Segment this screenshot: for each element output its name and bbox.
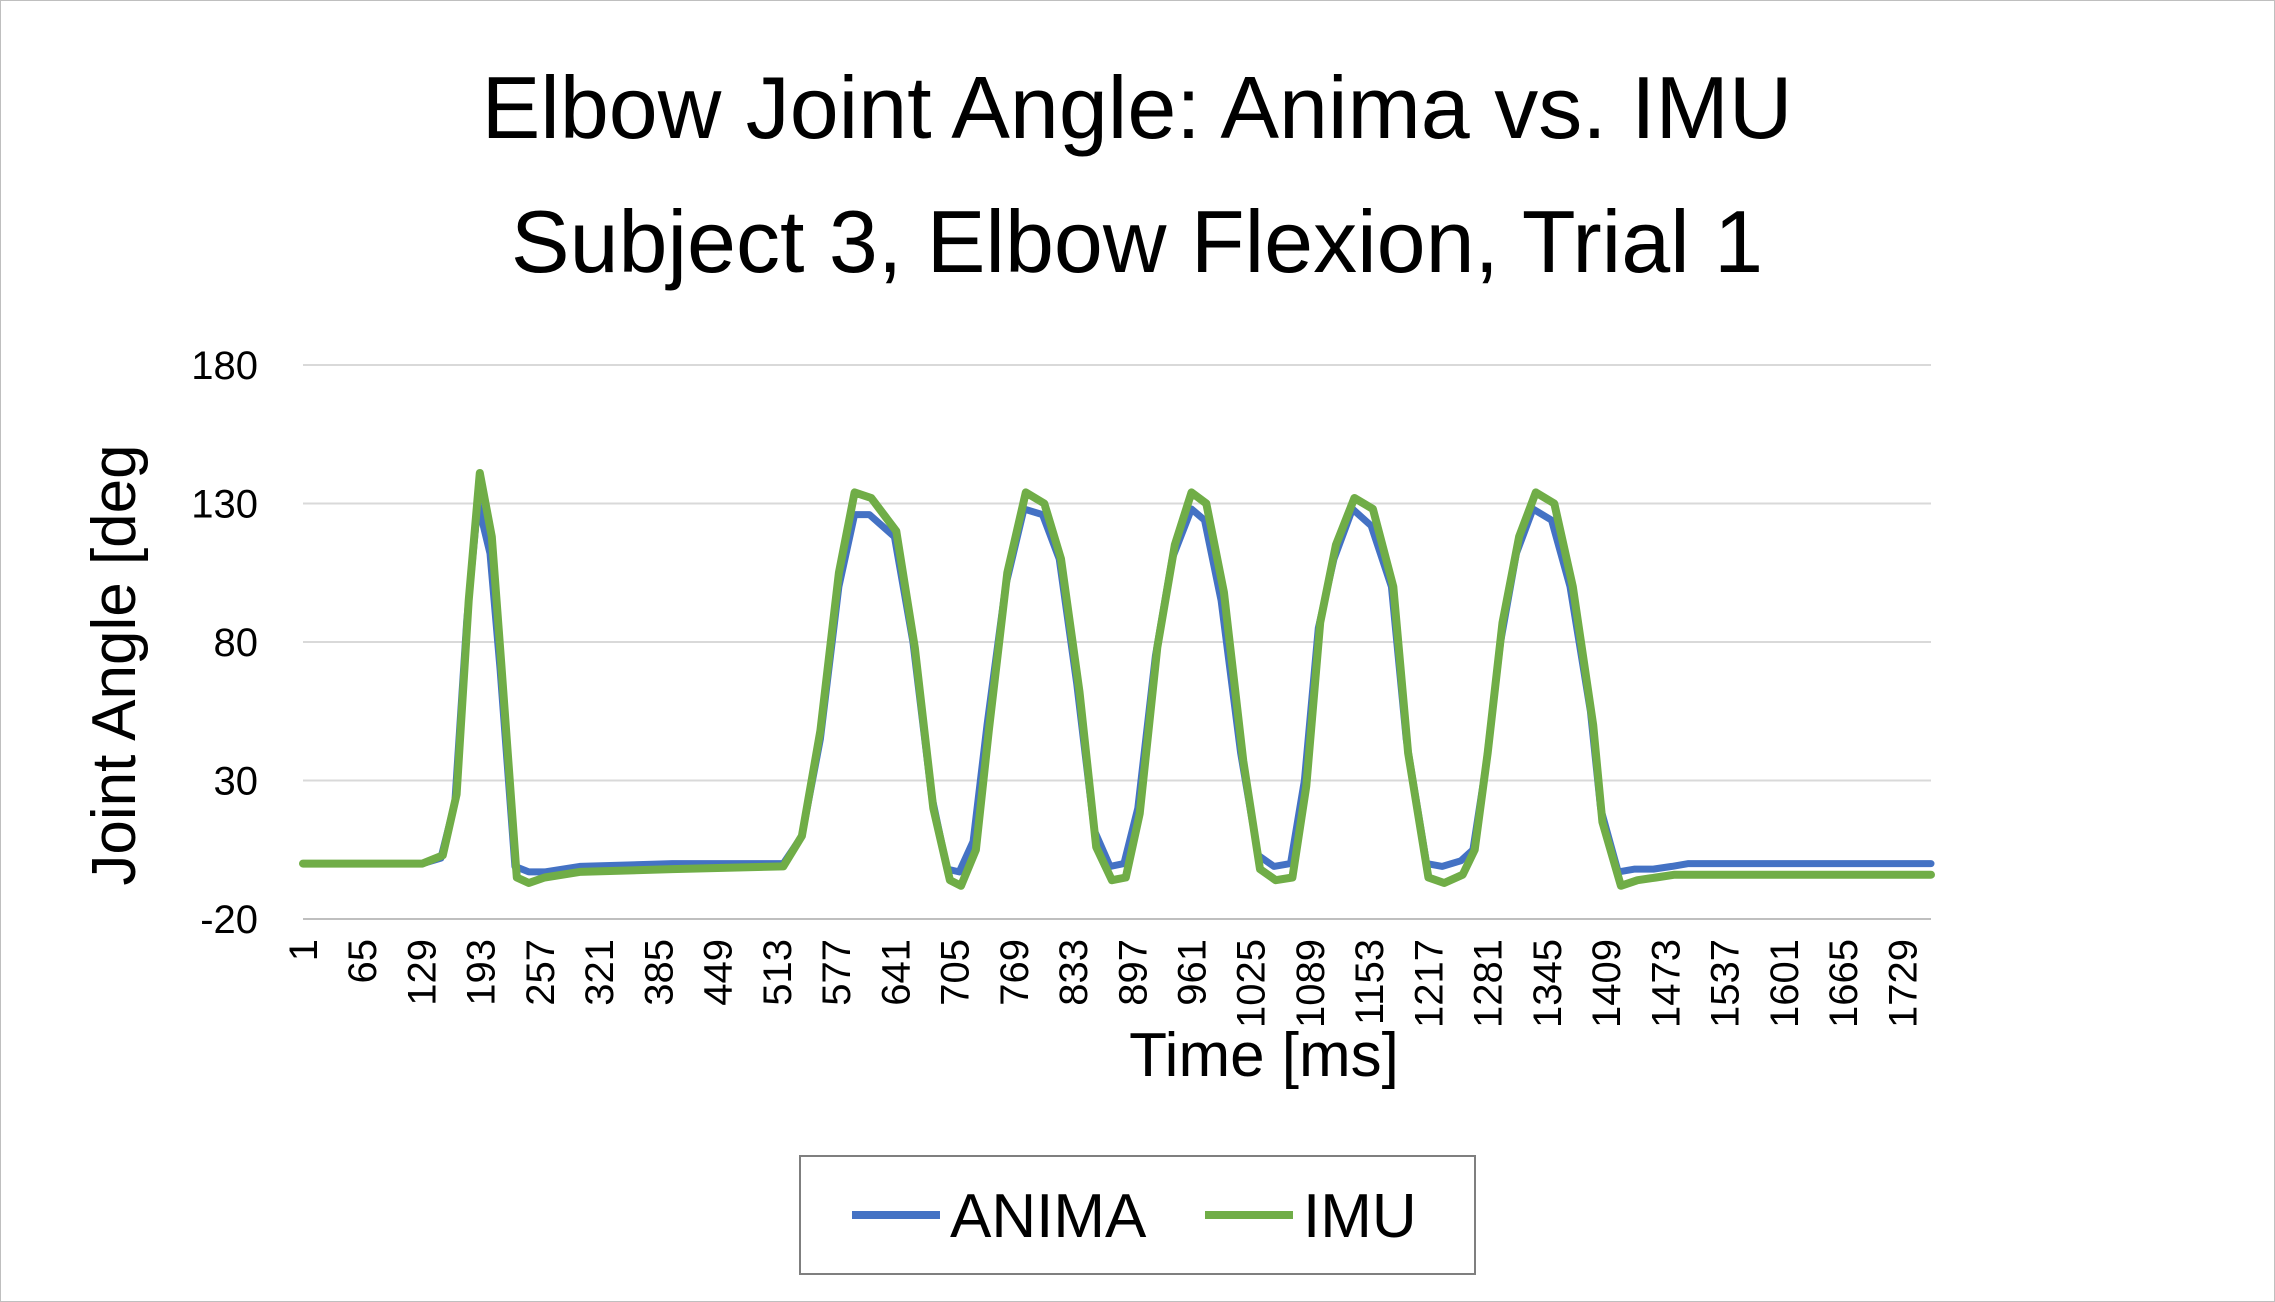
x-tick-label: 193 — [460, 939, 504, 1006]
x-axis-label: Time [ms] — [1129, 1021, 1399, 1090]
x-tick-label: 1537 — [1704, 939, 1748, 1028]
x-tick-label: 129 — [400, 939, 444, 1006]
x-tick-label: 1217 — [1407, 939, 1451, 1028]
x-tick-label: 833 — [1052, 939, 1096, 1006]
x-tick-label: 1473 — [1644, 939, 1688, 1028]
x-tick-label: 897 — [1111, 939, 1155, 1006]
x-tick-label: 1089 — [1289, 939, 1333, 1028]
y-axis-label: Joint Angle [deg — [80, 444, 149, 885]
x-tick-label: 1 — [282, 939, 326, 961]
series-line-imu — [299, 469, 1935, 890]
x-tick-label: 1601 — [1763, 939, 1807, 1028]
chart-subtitle: Subject 3, Elbow Flexion, Trial 1 — [511, 192, 1763, 291]
x-tick-label: 449 — [697, 939, 741, 1006]
x-tick-label: 961 — [1171, 939, 1215, 1006]
gridlines — [303, 364, 1931, 920]
y-tick-label: 180 — [191, 344, 258, 388]
x-tick-label: 1345 — [1526, 939, 1570, 1028]
y-axis-ticks: -20 30 80 130 180 — [191, 344, 258, 942]
x-tick-label: 577 — [815, 939, 859, 1006]
x-tick-label: 705 — [934, 939, 978, 1006]
x-tick-label: 1409 — [1585, 939, 1629, 1028]
x-axis-ticks: 1 65 129 193 257 321 385 449 513 577 641 705 769 833 8… — [282, 939, 1925, 1028]
x-tick-label: 769 — [993, 939, 1037, 1006]
x-tick-label: 641 — [874, 939, 918, 1006]
x-tick-label: 257 — [519, 939, 563, 1006]
legend: ANIMA IMU — [799, 1155, 1476, 1275]
chart-title: Elbow Joint Angle: Anima vs. IMU — [482, 58, 1793, 157]
y-tick-label: 30 — [214, 760, 259, 804]
x-tick-label: 1281 — [1467, 939, 1511, 1028]
x-tick-label: 65 — [341, 939, 385, 984]
y-tick-label: 80 — [214, 621, 259, 665]
x-tick-label: 1153 — [1348, 939, 1392, 1025]
y-tick-label: -20 — [200, 898, 258, 942]
x-tick-label: 513 — [756, 939, 800, 1006]
x-tick-label: 1025 — [1230, 939, 1274, 1028]
series-line-anima — [299, 500, 1935, 876]
x-tick-label: 321 — [578, 939, 622, 1006]
x-tick-label: 1729 — [1881, 939, 1925, 1028]
legend-label-anima: ANIMA — [950, 1182, 1147, 1251]
y-tick-label: 130 — [191, 483, 258, 527]
x-tick-label: 385 — [637, 939, 681, 1006]
legend-label-imu: IMU — [1303, 1182, 1417, 1251]
series-lines — [299, 469, 1935, 890]
x-tick-label: 1665 — [1822, 939, 1866, 1028]
